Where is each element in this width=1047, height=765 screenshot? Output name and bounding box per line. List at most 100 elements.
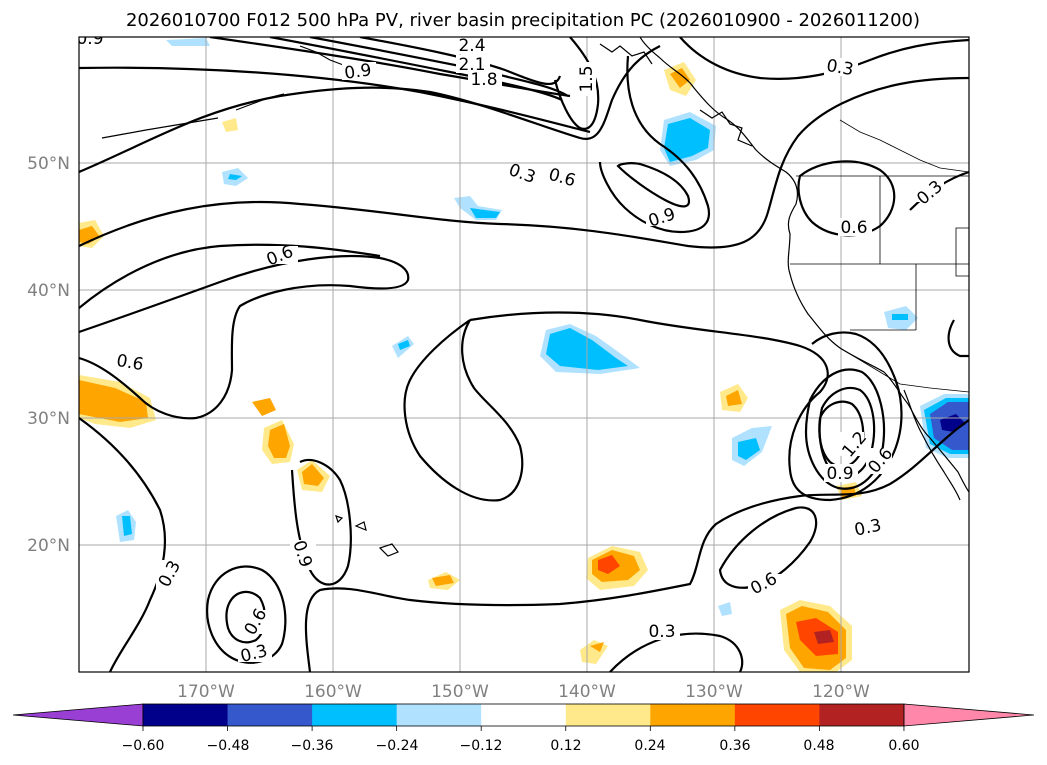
pv-contour [947,319,969,358]
colorbar-labels: −0.60 −0.48 −0.36 −0.24 −0.12 0.12 0.24 … [122,738,920,754]
contour-label: 2.4 [458,36,485,56]
border-line [839,119,969,173]
pv-contour [598,55,711,234]
anomaly-patch [664,118,710,162]
anomaly-patch [268,424,290,458]
colorbar-swatch [650,704,736,726]
pv-contour [469,311,903,502]
colorbar-swatch [481,704,567,726]
anomaly-patch [302,464,324,486]
anomaly-patch [670,68,690,88]
map-frame [78,36,970,673]
lon-label: 130°W [685,682,743,702]
anomaly-patch [398,340,410,350]
coastline [699,109,753,147]
anomaly-patch [252,398,276,416]
anomaly-patch [590,642,604,652]
colorbar-swatch [565,704,651,726]
pv-contour [79,417,166,672]
lon-label: 150°W [431,682,489,702]
pv-contour [403,319,524,502]
lon-label: 140°W [558,682,616,702]
contour-label: 1.5 [577,65,597,92]
latitude-labels: 50°N 40°N 30°N 20°N [27,154,70,556]
pv-contour [804,368,886,490]
colorbar-swatch [227,704,313,726]
pv-contour [304,419,969,672]
contour-labels: 0.9 2.4 2.1 1.8 1.5 0.9 0.3 0.3 0.6 0.9 … [76,29,947,667]
anomaly-patch [79,380,148,422]
colorbar-swatch [143,704,229,726]
contour-label: 0.6 [840,218,867,238]
anomaly-patch [166,38,210,46]
colorbar-extend-low [12,703,144,727]
pv-contour [290,458,352,586]
colorbar [12,703,1034,731]
pv-contour [79,243,381,309]
contour-label: 0.3 [825,56,855,80]
map-panel: 0.9 2.4 2.1 1.8 1.5 0.9 0.3 0.3 0.6 0.9 … [76,29,970,673]
anomaly-patch [718,602,732,616]
anomaly-patch [470,208,500,218]
coastlines [101,37,969,557]
coastline [639,37,661,59]
anomaly-patch [598,555,620,574]
country-borders [790,119,969,393]
colorbar-swatch [396,704,482,726]
border-line [955,227,969,277]
pv-contour [206,565,287,664]
contour-label: 0.9 [826,464,853,484]
colorbar-outline [142,703,905,727]
anomaly-patch [228,174,242,180]
colorbar-tick-label: −0.12 [460,738,503,754]
lat-label: 30°N [27,409,70,429]
longitude-labels: 170°W 160°W 150°W 140°W 130°W 120°W [177,682,870,702]
colorbar-tick-label: −0.36 [291,738,334,754]
figure-title: 2026010700 F012 500 hPa PV, river basin … [126,10,920,31]
colorbar-swatch [819,704,905,726]
pv-contour [616,162,691,208]
colorbar-tick-label: 0.12 [550,738,581,754]
pv-contour [609,632,744,672]
colorbar-tick-label: −0.48 [207,738,250,754]
pv-contour [718,506,818,589]
colorbar-tick-label: −0.24 [376,738,419,754]
anomaly-patch [122,516,132,536]
pv-contour [679,37,969,80]
lon-label: 170°W [177,682,235,702]
coastline [354,521,367,531]
pv-contour [359,37,562,85]
lat-label: 40°N [27,281,70,301]
colorbar-tick-label: 0.60 [888,738,919,754]
coastline [599,43,653,65]
contour-label: 0.9 [343,60,373,84]
coastline [903,389,961,501]
pv-contour [269,37,563,101]
lon-label: 160°W [304,682,362,702]
anomaly-patch [432,575,454,586]
lat-label: 50°N [27,154,70,174]
anomaly-patch [738,438,760,460]
pv-contour [225,590,266,644]
border-line [839,347,969,393]
map-background [79,37,969,672]
colorbar-extend-high [903,703,1034,727]
graticule [79,37,969,672]
lon-label: 120°W [812,682,870,702]
pv-contour [79,45,661,174]
pv-contour [79,76,969,249]
colorbar-tick-label: 0.48 [803,738,834,754]
anomaly-patch [892,314,908,320]
colorbar-swatch [734,704,820,726]
coastline [235,93,285,111]
pv-contour [79,254,410,420]
anomaly-patch [814,630,834,644]
contour-label: 0.6 [115,351,145,375]
colorbar-tick-label: 0.24 [634,738,665,754]
contour-label: 0.9 [76,29,103,49]
coastline [101,117,219,139]
contour-label: 1.8 [470,70,497,90]
colorbar-tick-label: −0.60 [122,738,165,754]
pv-contours [79,37,969,672]
lat-label: 20°N [27,536,70,556]
